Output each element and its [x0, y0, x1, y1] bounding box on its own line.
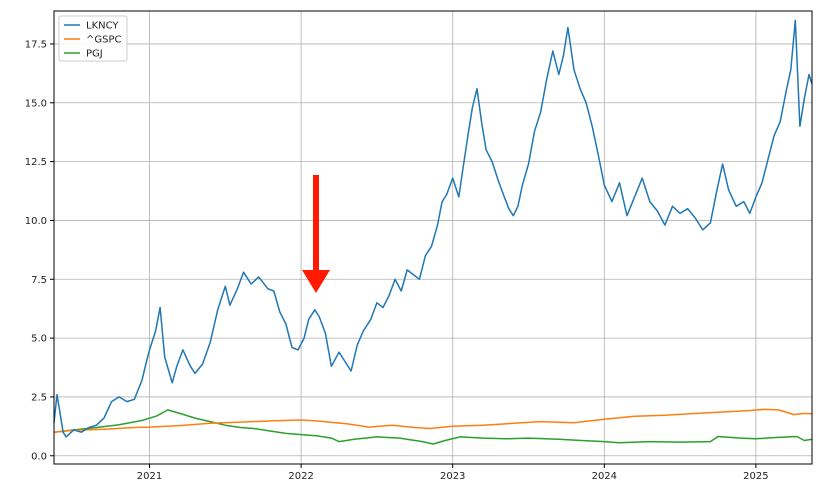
y-tick-label: 7.5 [31, 275, 47, 286]
plot-frame [53, 10, 813, 465]
y-tick-label: 12.5 [25, 157, 47, 168]
series-line-lkncy [53, 19, 813, 438]
legend-label: LKNCY [86, 21, 119, 32]
y-tick-label: 5.0 [31, 334, 47, 345]
y-tick-label: 17.5 [25, 39, 47, 50]
arrow-head [302, 270, 330, 293]
series-line-gspc [53, 408, 813, 433]
y-tick-label: 2.5 [31, 392, 47, 403]
series-layer [53, 19, 813, 445]
y-tick-label: 10.0 [25, 216, 47, 227]
legend: LKNCY ^GSPC PGJ [58, 15, 128, 62]
annotation-arrow [302, 175, 330, 293]
series-line-pgj [53, 409, 813, 445]
x-tick-label: 2022 [288, 471, 313, 482]
grid-lines [54, 11, 812, 464]
arrow-shaft [313, 175, 319, 275]
legend-box [58, 15, 128, 62]
x-tick-label: 2025 [743, 471, 768, 482]
x-tick-label: 2021 [137, 471, 162, 482]
x-tick-label: 2024 [592, 471, 617, 482]
y-tick-label: 0.0 [31, 451, 47, 462]
x-axis: 2021 2022 2023 2024 2025 [137, 464, 769, 482]
x-tick-label: 2023 [440, 471, 465, 482]
y-tick-label: 15.0 [25, 98, 47, 109]
y-axis: 0.0 2.5 5.0 7.5 10.0 12.5 15.0 17.5 [25, 39, 54, 462]
legend-label: ^GSPC [86, 35, 122, 46]
legend-label: PGJ [86, 49, 103, 60]
